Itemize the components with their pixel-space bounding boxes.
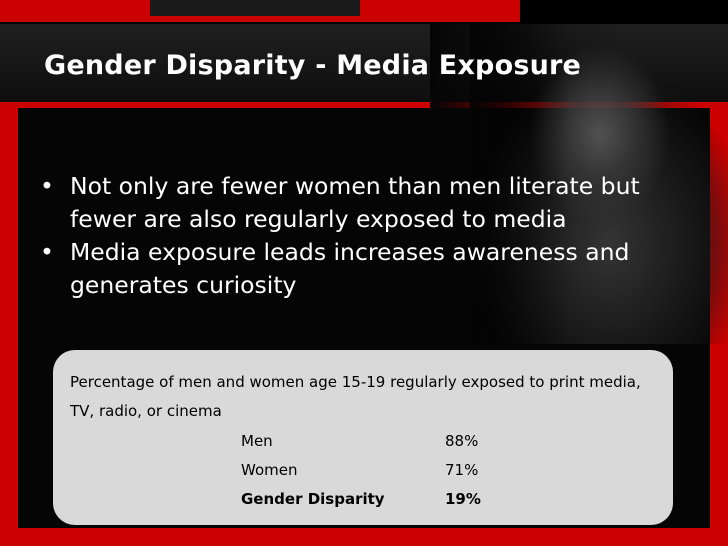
stats-label: Gender Disparity xyxy=(241,489,385,508)
stats-row-women: Women 71% xyxy=(241,455,525,484)
stats-value: 71% xyxy=(445,460,479,479)
bullet-list: • Not only are fewer women than men lite… xyxy=(40,170,680,302)
bottom-red-border xyxy=(0,528,728,546)
stats-value: 88% xyxy=(445,431,479,450)
portrait-fade xyxy=(430,24,570,354)
stats-row-gender-disparity: Gender Disparity 19% xyxy=(241,484,525,513)
left-red-border xyxy=(0,108,18,546)
stats-table: Men 88% Women 71% Gender Disparity 19% xyxy=(241,426,525,513)
stats-value: 19% xyxy=(445,489,481,508)
top-dark-band xyxy=(150,0,360,16)
stats-label: Women xyxy=(241,460,298,479)
slide-title: Gender Disparity - Media Exposure xyxy=(44,50,582,81)
stats-row-men: Men 88% xyxy=(241,426,525,455)
bullet-text: Not only are fewer women than men litera… xyxy=(70,172,640,233)
bullet-item: • Not only are fewer women than men lite… xyxy=(40,170,680,236)
bullet-dot-icon: • xyxy=(40,172,54,200)
stats-box: Percentage of men and women age 15-19 re… xyxy=(53,350,673,525)
bullet-dot-icon: • xyxy=(40,238,54,266)
bullet-text: Media exposure leads increases awareness… xyxy=(70,238,630,299)
stats-caption: Percentage of men and women age 15-19 re… xyxy=(70,373,641,420)
stats-label: Men xyxy=(241,431,273,450)
bullet-item: • Media exposure leads increases awarene… xyxy=(40,236,680,302)
title-underline-band xyxy=(0,102,728,108)
